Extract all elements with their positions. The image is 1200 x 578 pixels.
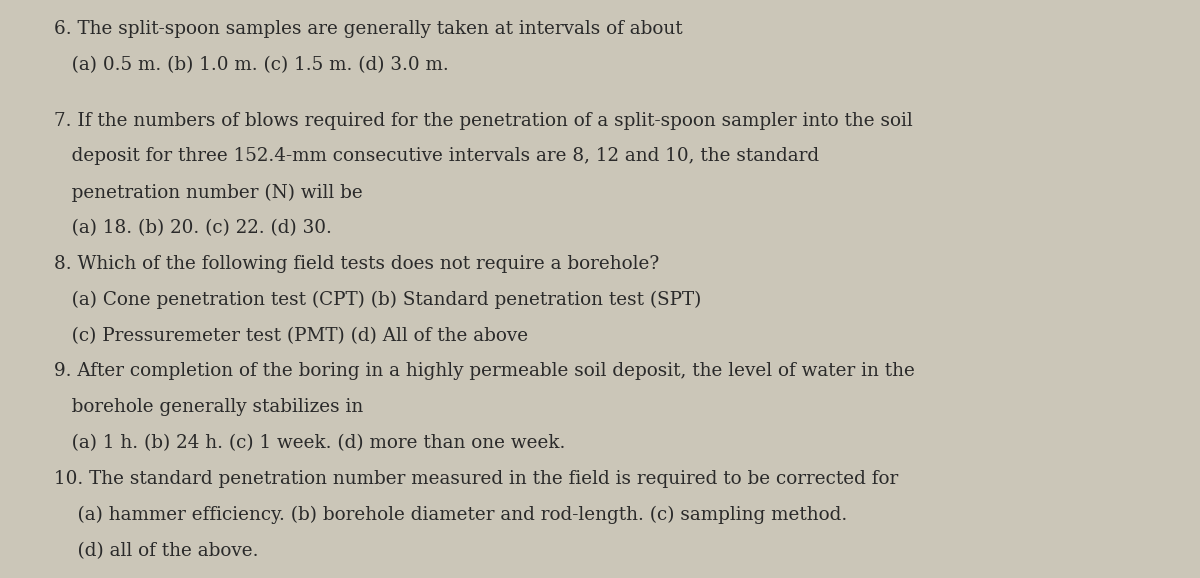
Text: 10. The standard penetration number measured in the field is required to be corr: 10. The standard penetration number meas…: [54, 470, 899, 488]
Text: penetration number (N) will be: penetration number (N) will be: [54, 183, 362, 202]
Text: 7. If the numbers of blows required for the penetration of a split-spoon sampler: 7. If the numbers of blows required for …: [54, 112, 913, 129]
Text: (d) all of the above.: (d) all of the above.: [54, 542, 258, 560]
Text: 8. Which of the following field tests does not require a borehole?: 8. Which of the following field tests do…: [54, 255, 659, 273]
Text: (a) 18. (b) 20. (c) 22. (d) 30.: (a) 18. (b) 20. (c) 22. (d) 30.: [54, 219, 332, 237]
Text: (a) 0.5 m. (b) 1.0 m. (c) 1.5 m. (d) 3.0 m.: (a) 0.5 m. (b) 1.0 m. (c) 1.5 m. (d) 3.0…: [54, 56, 449, 74]
Text: 6. The split-spoon samples are generally taken at intervals of about: 6. The split-spoon samples are generally…: [54, 20, 683, 38]
Text: 9. After completion of the boring in a highly permeable soil deposit, the level : 9. After completion of the boring in a h…: [54, 362, 914, 380]
Text: (c) Pressuremeter test (PMT) (d) All of the above: (c) Pressuremeter test (PMT) (d) All of …: [54, 327, 528, 344]
Text: (a) hammer efficiency. (b) borehole diameter and rod-length. (c) sampling method: (a) hammer efficiency. (b) borehole diam…: [54, 506, 847, 524]
Text: (a) Cone penetration test (CPT) (b) Standard penetration test (SPT): (a) Cone penetration test (CPT) (b) Stan…: [54, 291, 701, 309]
Text: borehole generally stabilizes in: borehole generally stabilizes in: [54, 398, 364, 416]
Text: deposit for three 152.4-mm consecutive intervals are 8, 12 and 10, the standard: deposit for three 152.4-mm consecutive i…: [54, 147, 820, 165]
Text: (a) 1 h. (b) 24 h. (c) 1 week. (d) more than one week.: (a) 1 h. (b) 24 h. (c) 1 week. (d) more …: [54, 434, 565, 452]
